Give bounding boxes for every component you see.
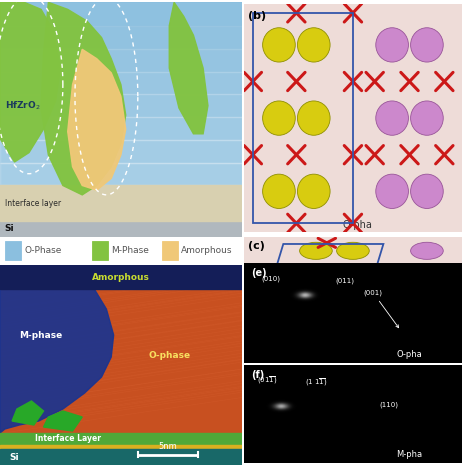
Circle shape [312,277,345,293]
Text: M-Phase: M-Phase [111,246,149,255]
Text: M-pha: M-pha [359,340,390,350]
Text: Si: Si [10,452,20,461]
Circle shape [411,101,443,135]
Bar [0,2,242,186]
Circle shape [299,242,332,259]
Bar [0,94,242,117]
Text: Amorphous: Amorphous [92,272,150,281]
Text: O-pha: O-pha [342,220,372,230]
Text: (f): (f) [251,370,264,380]
Circle shape [376,322,408,339]
Circle shape [263,28,295,62]
Bar [0,265,242,433]
Polygon shape [12,401,44,425]
Bar [0,449,242,465]
Text: 5nm: 5nm [159,442,178,452]
Bar [0,140,242,163]
Text: Si: Si [5,225,14,233]
Circle shape [376,174,408,208]
Bar [0,72,242,94]
Text: (b): (b) [248,11,266,20]
Circle shape [252,318,285,334]
Circle shape [298,28,330,62]
Circle shape [276,277,308,293]
Circle shape [263,174,295,208]
Circle shape [289,318,321,334]
Bar [0,3,242,26]
Text: Amorphous: Amorphous [181,246,233,255]
Text: (001): (001) [364,290,399,328]
Bar [0,49,242,72]
Text: (c): (c) [248,240,266,251]
Bar [0,265,242,289]
Circle shape [411,242,443,259]
Text: (01$\overline{1}$): (01$\overline{1}$) [257,374,278,386]
Bar [92,241,107,260]
Polygon shape [169,2,208,134]
Text: (1 1$\overline{1}$): (1 1$\overline{1}$) [305,376,327,388]
Text: (011): (011) [336,278,354,284]
Text: M-phase: M-phase [20,331,63,339]
Polygon shape [68,49,126,190]
Polygon shape [0,265,113,433]
Bar [0,26,242,49]
Circle shape [411,174,443,208]
Bar [0,163,242,186]
Text: O-pha: O-pha [397,350,422,359]
Circle shape [376,28,408,62]
Circle shape [411,28,443,62]
Text: O-Phase: O-Phase [24,246,61,255]
Circle shape [411,322,443,339]
Text: Interface layer: Interface layer [5,199,61,207]
Bar [0,117,242,140]
Text: O-phase: O-phase [148,351,190,359]
Circle shape [428,281,461,298]
Bar [162,241,178,260]
Bar [0,433,242,445]
Text: M-pha: M-pha [397,450,423,459]
Bar [0,445,242,449]
Text: Interface Layer: Interface Layer [35,434,101,443]
Polygon shape [41,2,126,195]
Polygon shape [44,411,82,431]
Bar [0,186,242,221]
Bar [0,221,242,237]
Circle shape [298,174,330,208]
Text: (010): (010) [261,276,280,282]
Circle shape [263,101,295,135]
Text: (110): (110) [379,401,398,407]
Circle shape [298,101,330,135]
Bar [5,241,20,260]
Bar [253,13,353,223]
Circle shape [337,242,369,259]
Text: (e): (e) [251,268,266,278]
Circle shape [393,281,426,298]
Polygon shape [0,2,60,162]
Text: HfZrO$_2$: HfZrO$_2$ [5,100,40,112]
Circle shape [376,101,408,135]
